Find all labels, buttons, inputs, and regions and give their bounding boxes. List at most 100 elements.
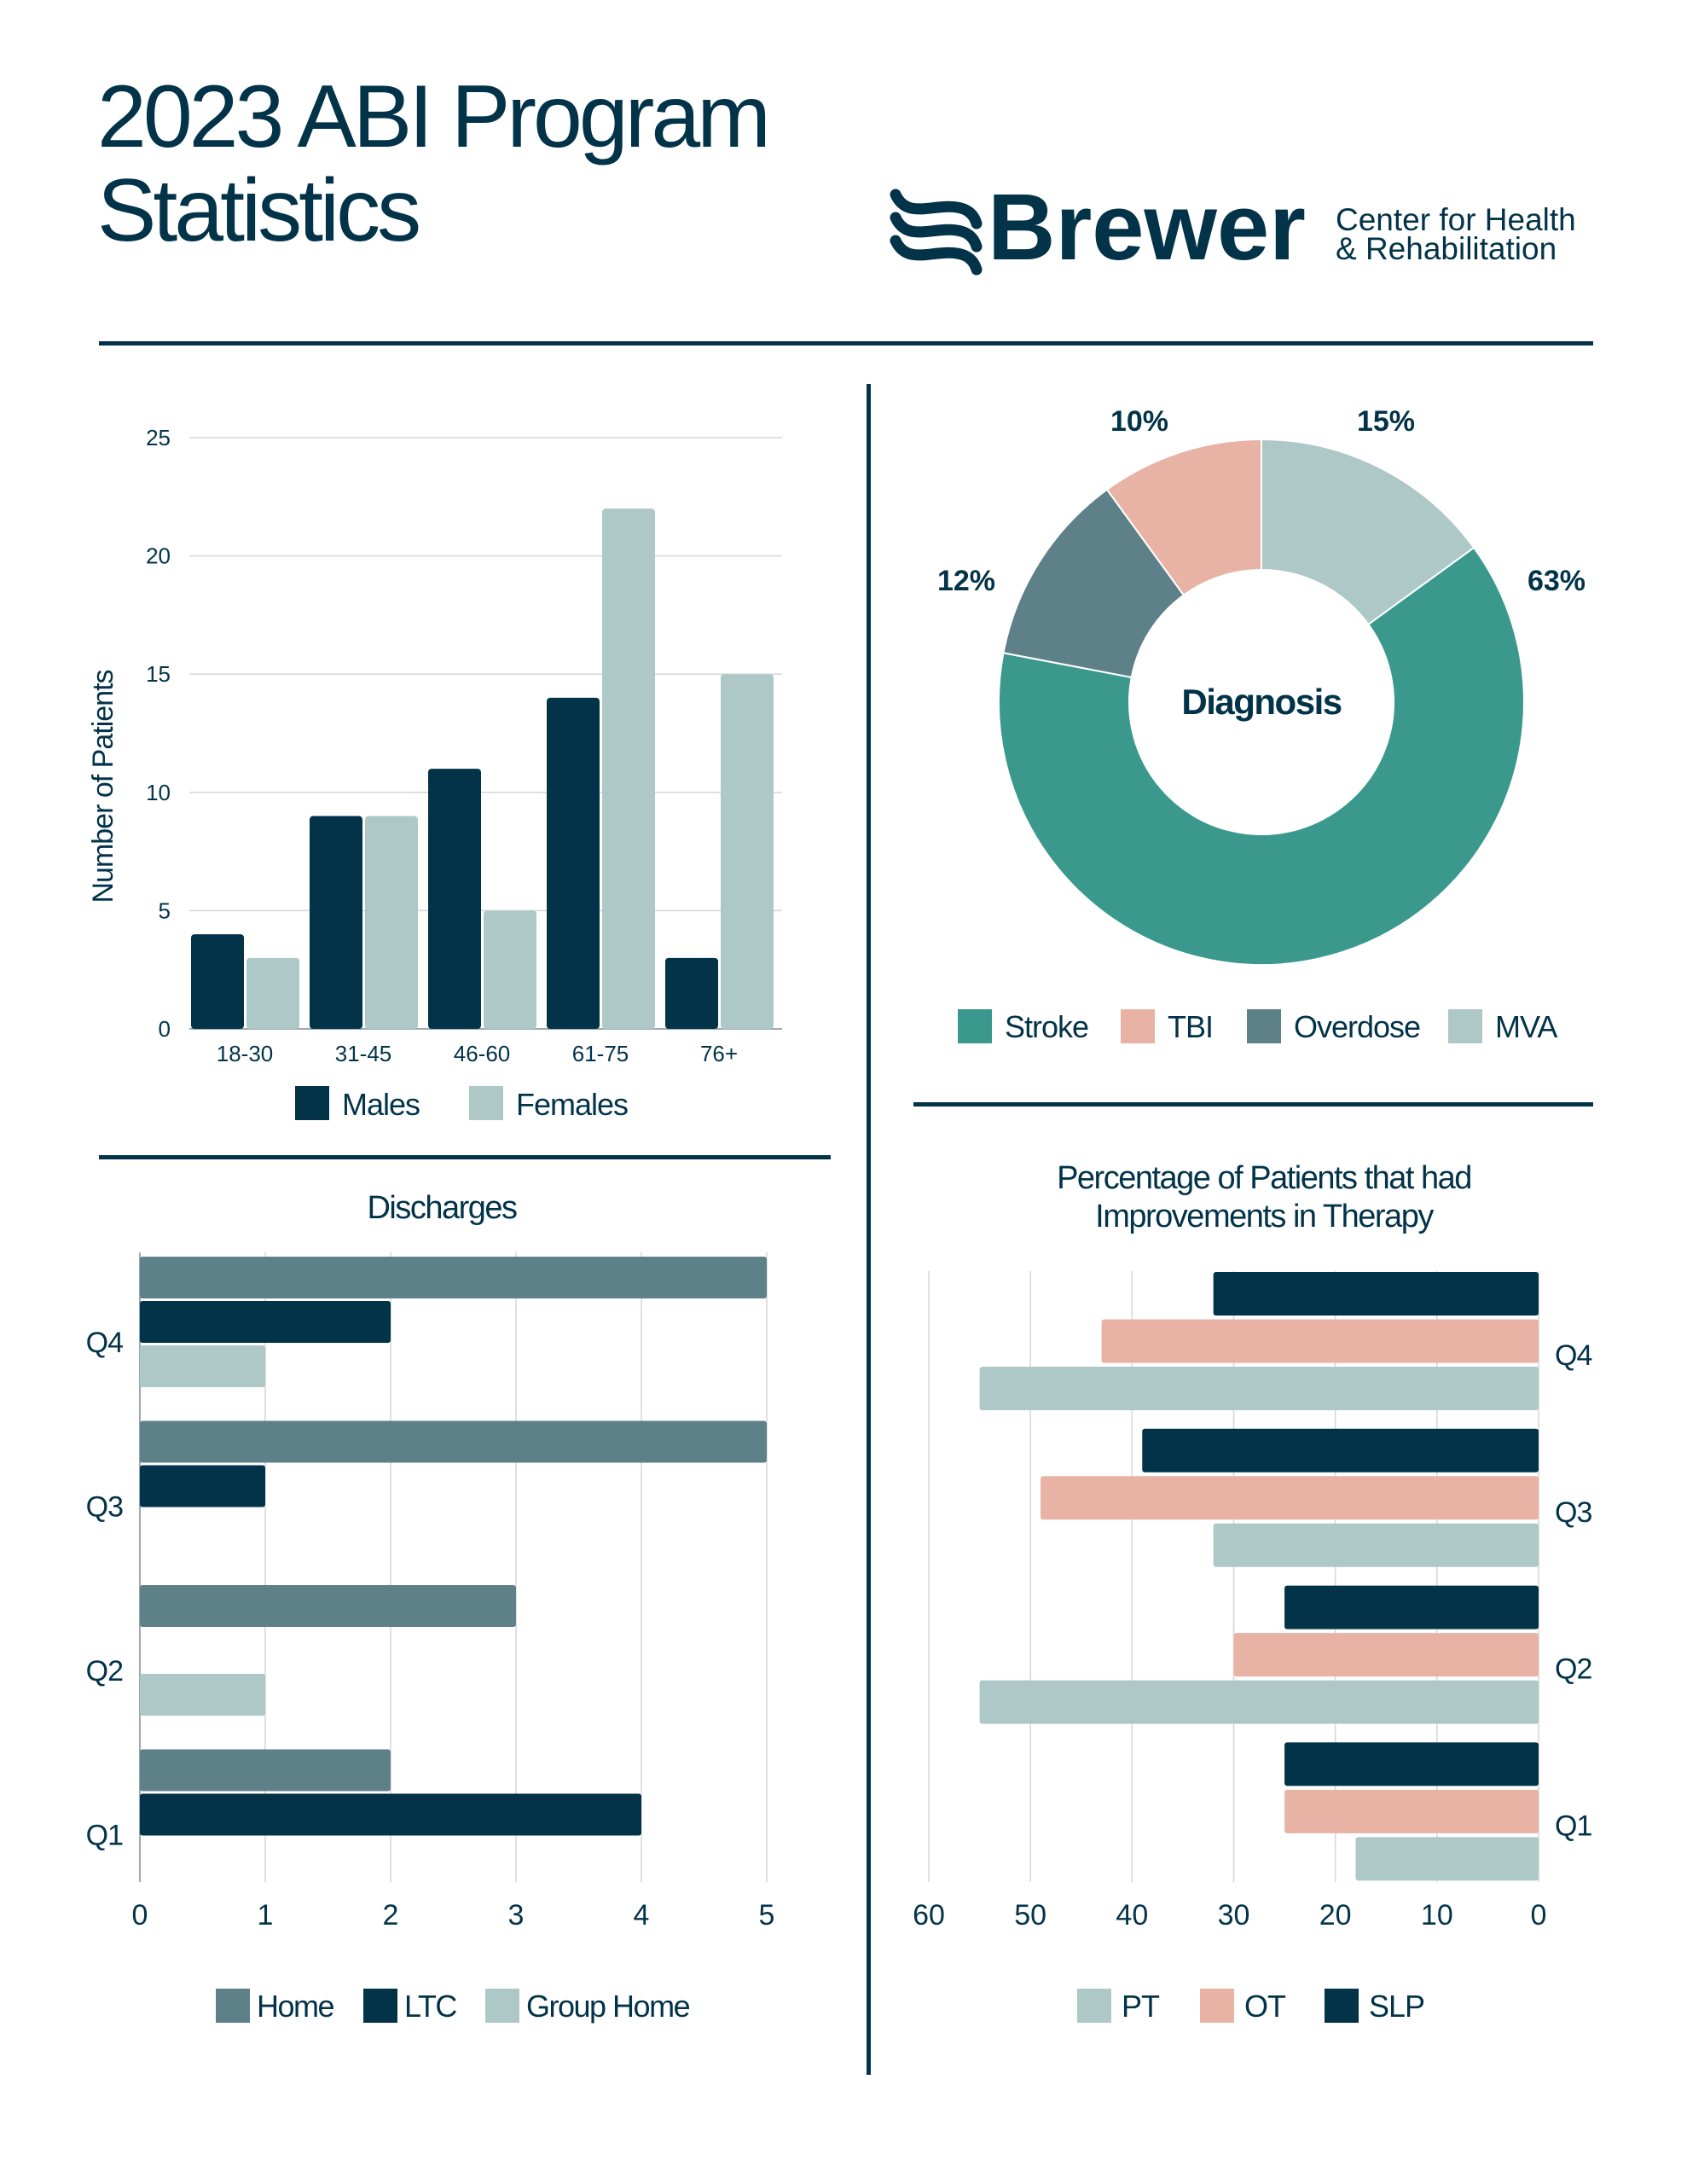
bar-home: [140, 1585, 516, 1627]
bar-pt: [1355, 1837, 1539, 1881]
legend-label: Overdose: [1294, 1009, 1420, 1044]
bar-slp: [1284, 1585, 1539, 1629]
donut-center-label: Diagnosis: [1181, 682, 1341, 722]
y-axis-label: Number of Patients: [87, 670, 119, 903]
bar-pt: [979, 1367, 1539, 1410]
legend-label: Males: [342, 1087, 420, 1122]
bar-ot: [1233, 1633, 1539, 1677]
vertical-divider: [867, 384, 871, 2075]
bar-slp: [1284, 1742, 1539, 1786]
legend-swatch-slp: [1325, 1989, 1359, 2023]
category-label: Q2: [86, 1655, 123, 1687]
bar-females: [365, 816, 418, 1029]
x-tick-label: 10: [1421, 1899, 1453, 1931]
category-label: Q1: [1555, 1809, 1591, 1842]
slice-label: 12%: [937, 565, 995, 597]
diagnosis-donut-chart: 15% 63% 12% 10% Diagnosis Stroke TBI Overdose MV…: [937, 405, 1586, 1044]
bar-pt: [979, 1680, 1539, 1724]
legend-swatch-home: [216, 1989, 250, 2023]
legend-swatch-tbi: [1121, 1009, 1155, 1043]
category-label: Q4: [86, 1327, 123, 1359]
x-tick-label: 2: [383, 1899, 399, 1931]
legend-swatch-group-home: [485, 1989, 519, 2023]
legend-swatch-stroke: [958, 1009, 992, 1043]
legend-label: Stroke: [1005, 1009, 1088, 1044]
bar-home: [140, 1749, 391, 1792]
discharges-bar-chart: Discharges 0 1 2 3 4 5 Q4 Q3 Q2 Q1 Home LTC Group Hom…: [86, 1190, 775, 2024]
legend-label: TBI: [1168, 1009, 1213, 1044]
legend-swatch-ot: [1200, 1989, 1234, 2023]
x-tick-label: 30: [1218, 1899, 1250, 1931]
legend-label: Home: [257, 1989, 334, 2024]
logo-subtitle-2: & Rehabilitation: [1336, 231, 1557, 266]
legend-label: LTC: [404, 1989, 456, 2024]
age-gender-bar-chart: 0 5 10 15 20 25 Number of Patients 18-30 31-45 46…: [87, 425, 782, 1122]
bar-males: [191, 934, 244, 1029]
x-tick-label: 31-45: [335, 1041, 392, 1066]
bar-females: [484, 910, 536, 1029]
bar-slp: [1142, 1428, 1539, 1472]
title-line-2: Statistics: [97, 161, 421, 260]
x-tick-label: 60: [913, 1899, 945, 1931]
x-tick-label: 50: [1014, 1899, 1046, 1931]
slice-label: 10%: [1110, 405, 1168, 438]
legend-swatch-males: [295, 1086, 329, 1120]
bar-home: [140, 1257, 767, 1298]
title-line-1: 2023 ABI Program: [97, 67, 771, 166]
legend-label: SLP: [1369, 1989, 1424, 2024]
bar-females: [246, 957, 299, 1029]
bar-males: [665, 957, 718, 1029]
x-tick-label: 40: [1116, 1899, 1148, 1931]
x-tick-label: 46-60: [454, 1041, 511, 1066]
bar-ot: [1101, 1319, 1539, 1363]
category-label: Q3: [1555, 1496, 1591, 1529]
legend-swatch-pt: [1077, 1989, 1111, 2023]
y-tick-label: 20: [146, 543, 171, 569]
header-divider: [99, 341, 1593, 346]
chart-title-line-1: Percentage of Patients that had: [1057, 1160, 1471, 1196]
category-label: Q3: [86, 1491, 123, 1524]
y-tick-label: 25: [146, 425, 171, 450]
bar-slp: [1213, 1272, 1539, 1316]
x-tick-label: 18-30: [217, 1041, 274, 1066]
donut-slice-stroke: [998, 546, 1525, 966]
bar-males: [310, 816, 362, 1029]
slice-label: 63%: [1528, 565, 1586, 597]
bar-ot: [1284, 1789, 1539, 1833]
legend-label: OT: [1244, 1989, 1286, 2024]
y-tick-label: 15: [146, 661, 171, 687]
bar-ot: [1041, 1476, 1539, 1520]
legend-swatch-mva: [1448, 1009, 1482, 1043]
logo: Brewer Center for Health & Rehabilitatio…: [890, 175, 1576, 280]
bar-ltc: [140, 1465, 265, 1507]
bar-home: [140, 1420, 767, 1463]
x-tick-label: 0: [1531, 1899, 1547, 1931]
bar-males: [547, 697, 600, 1029]
x-tick-label: 1: [258, 1899, 274, 1931]
bar-males: [428, 769, 481, 1029]
slice-label: 15%: [1357, 405, 1415, 438]
bar-group-home: [140, 1674, 265, 1716]
x-tick-label: 3: [508, 1899, 525, 1931]
legend-swatch-ltc: [363, 1989, 397, 2023]
therapy-improvement-bar-chart: Percentage of Patients that hadImproveme…: [913, 1160, 1592, 2024]
chart-title: Discharges: [367, 1190, 517, 1226]
legend-swatch-overdose: [1247, 1009, 1281, 1043]
bar-females: [602, 508, 655, 1029]
donut-slice-tbi: [1105, 438, 1262, 596]
left-section-divider: [99, 1155, 831, 1159]
x-tick-label: 5: [759, 1899, 775, 1931]
legend-label: MVA: [1495, 1009, 1557, 1044]
legend-label: Females: [516, 1087, 628, 1122]
wave-icon: [890, 189, 983, 276]
legend-label: Group Home: [526, 1989, 690, 2024]
y-tick-label: 10: [146, 780, 171, 805]
chart-title-line-2: Improvements in Therapy: [1095, 1199, 1434, 1234]
y-tick-label: 0: [159, 1016, 171, 1042]
legend-swatch-females: [469, 1086, 503, 1120]
right-section-divider: [913, 1102, 1593, 1107]
x-tick-label: 76+: [700, 1041, 738, 1066]
donut-slice-mva: [1261, 438, 1475, 626]
category-label: Q1: [86, 1820, 123, 1852]
